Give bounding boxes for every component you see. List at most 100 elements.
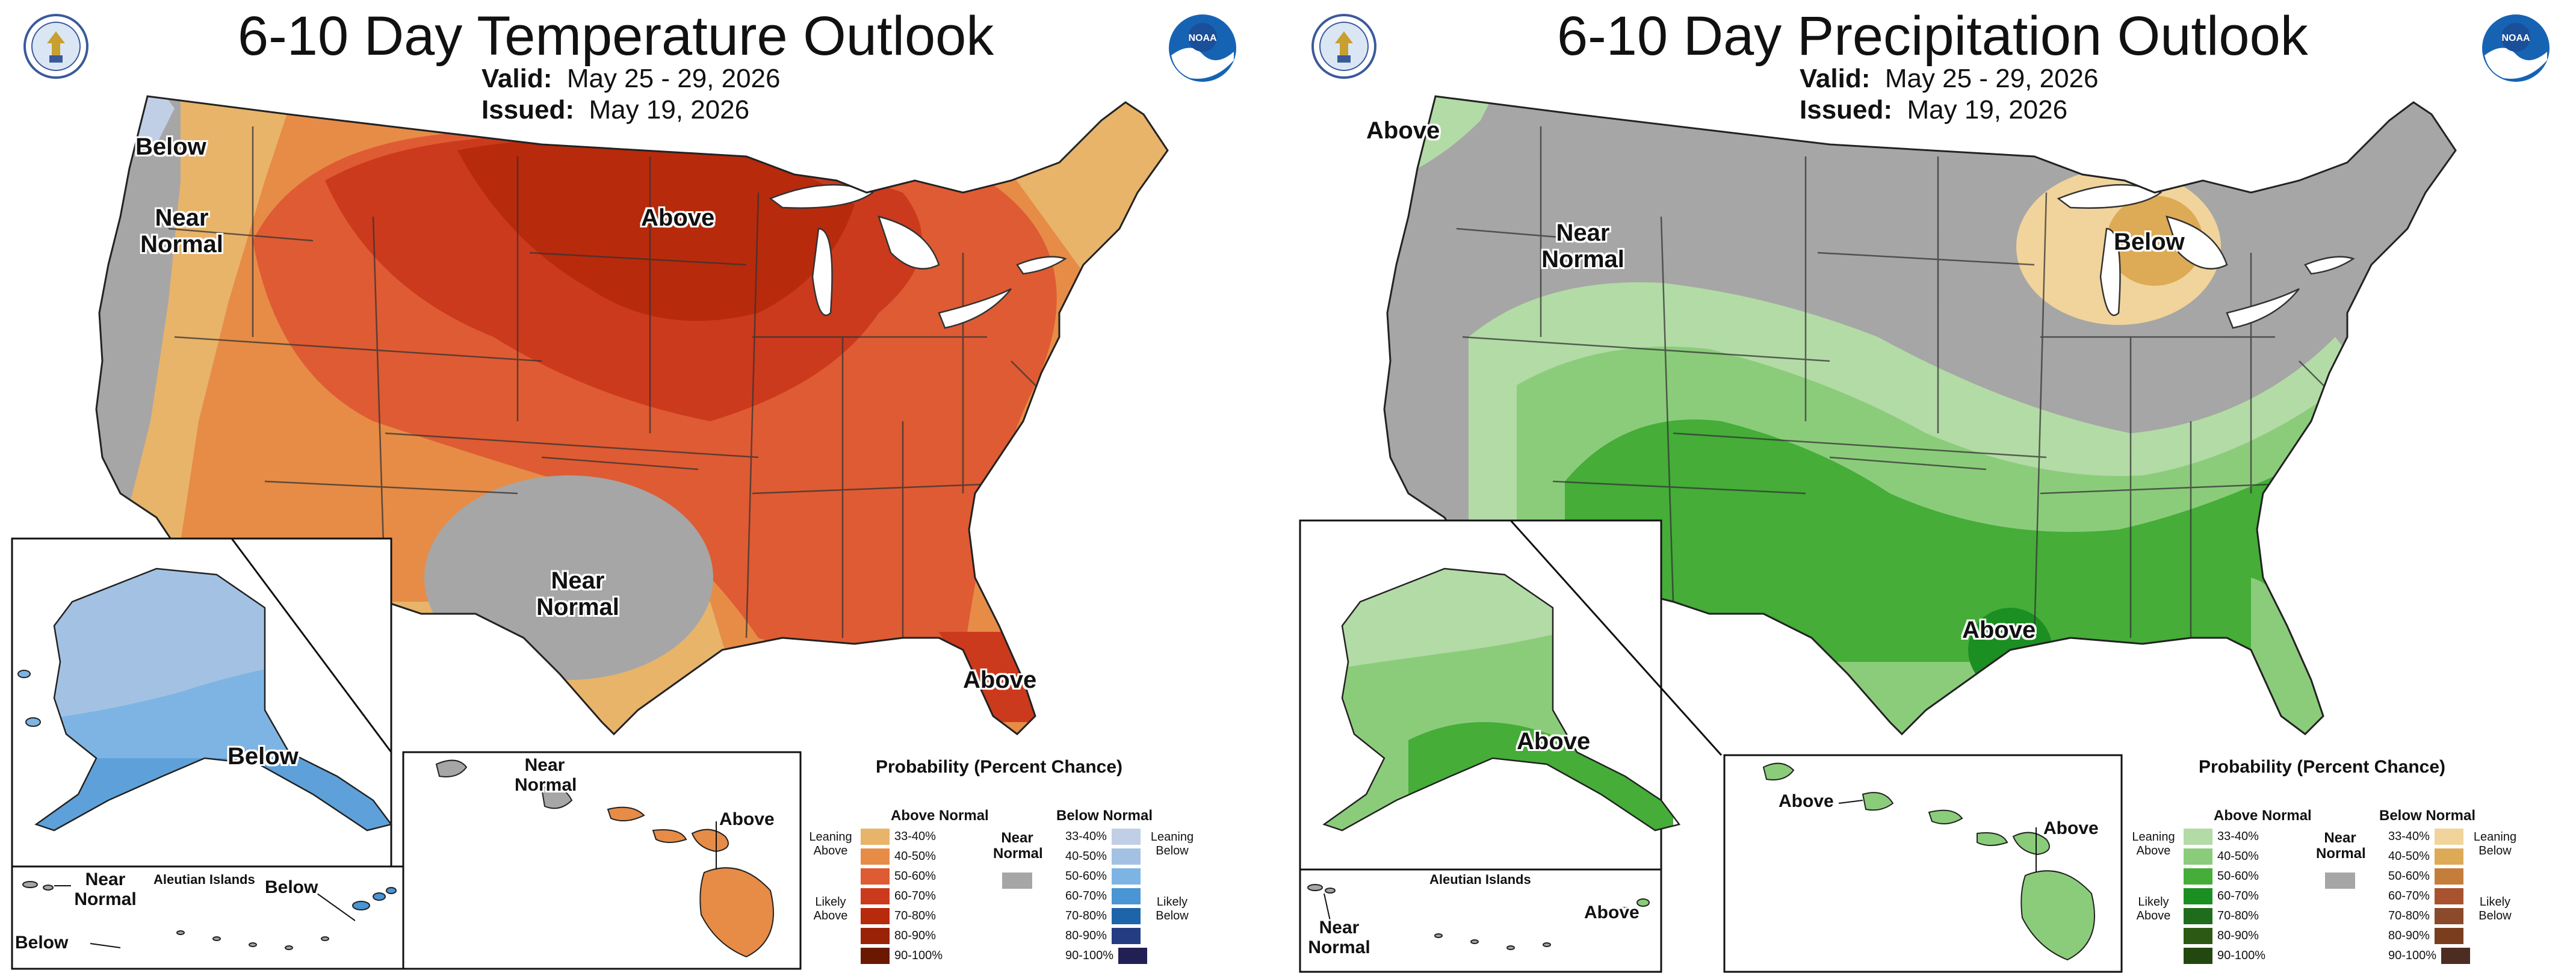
legend-below-bin-row: 60-70% <box>2388 887 2463 905</box>
legend-below-bin-swatch <box>1118 947 1148 964</box>
legend-above-bin-row: 90-100% <box>861 947 943 965</box>
legend-below-bin-label: 33-40% <box>2388 829 2430 843</box>
legend-below-bin-swatch <box>1111 888 1141 904</box>
legend-leaning-below: Leaning Below <box>2473 830 2517 857</box>
legend-below-bin-swatch <box>2434 848 2463 865</box>
legend-below-bin-swatch <box>1111 907 1141 924</box>
legend-above-bin-row: 33-40% <box>2184 827 2259 845</box>
label-hawaii-near-normal: Near Normal <box>515 755 577 795</box>
label-above-florida: Above <box>963 667 1037 693</box>
legend-below-bin-swatch <box>2434 828 2463 845</box>
legend-above-bin-label: 70-80% <box>2217 909 2259 922</box>
legend-above-bin-swatch <box>2184 947 2212 964</box>
legend-above-bin-swatch <box>2184 907 2212 924</box>
valid-line: Valid: May 25 - 29, 2026 <box>1800 64 2099 94</box>
legend-below-bin-label: 70-80% <box>1065 909 1107 922</box>
legend-below-bin-label: 90-100% <box>2388 948 2437 962</box>
label-hawaii-above: Above <box>719 809 775 829</box>
label-aleutian-near-normal: Near Normal <box>1308 918 1370 957</box>
conus-outline <box>1383 95 2457 736</box>
legend-above-bin-label: 80-90% <box>894 928 936 942</box>
issued-label: Issued: <box>481 95 575 125</box>
legend-above-bin-row: 40-50% <box>861 847 936 865</box>
legend-below-bin-row: 50-60% <box>1065 867 1141 885</box>
label-near-normal-west: Near Normal <box>1541 220 1624 273</box>
legend-above-bin-swatch <box>861 848 890 865</box>
label-aleutian-islands: Aleutian Islands <box>153 872 255 887</box>
noaa-logo-icon: NOAA <box>1166 12 1239 84</box>
legend-below-bin-label: 33-40% <box>1065 829 1107 843</box>
label-above-gulf: Above <box>1962 617 2036 643</box>
legend-above-bin-label: 60-70% <box>894 889 936 903</box>
legend-above-bin-label: 50-60% <box>894 869 936 883</box>
legend-below-bin-row: 50-60% <box>2388 867 2463 885</box>
legend-above-bin-row: 60-70% <box>2184 887 2259 905</box>
svg-text:NOAA: NOAA <box>1188 33 1217 43</box>
legend-above-bin-row: 70-80% <box>861 907 936 925</box>
legend-below-bin-swatch <box>1111 848 1141 865</box>
legend-above-bin-row: 90-100% <box>2184 947 2265 965</box>
legend-above-normal-heading: Above Normal <box>891 808 989 824</box>
legend-below-bin-label: 50-60% <box>2388 869 2430 883</box>
conus-temperature-bands <box>96 96 1168 734</box>
legend-below-bin-row: 80-90% <box>2388 927 2463 945</box>
legend-below-bin-row: 90-100% <box>1065 947 1148 965</box>
legend-below-normal-heading: Below Normal <box>1056 808 1153 824</box>
issued-label: Issued: <box>1800 95 1893 125</box>
valid-label: Valid: <box>481 64 553 93</box>
legend-near-normal-swatch <box>1002 873 1032 889</box>
legend-above-bin-swatch <box>861 888 890 904</box>
legend-above-bin-label: 33-40% <box>894 829 936 843</box>
legend-above-bin-label: 90-100% <box>894 948 943 962</box>
hawaii-inset <box>402 751 802 970</box>
legend-below-bin-label: 40-50% <box>2388 849 2430 863</box>
legend-below-bin-swatch <box>2434 868 2463 885</box>
issued-line: Issued: May 19, 2026 <box>481 95 749 125</box>
label-below-great-lakes: Below <box>2114 229 2185 255</box>
legend-above-bin-swatch <box>861 947 890 964</box>
legend-above-bin-row: 70-80% <box>2184 907 2259 925</box>
legend-below-bin-row: 80-90% <box>1065 927 1141 945</box>
legend-below-bin-swatch <box>2434 907 2463 924</box>
conus-outline <box>95 95 1169 736</box>
legend-above-bin-label: 33-40% <box>2217 829 2259 843</box>
legend-above-bin-label: 70-80% <box>894 909 936 922</box>
legend-above-bin-swatch <box>861 828 890 845</box>
label-aleutian-islands: Aleutian Islands <box>1429 872 1531 887</box>
label-alaska-below: Below <box>228 743 299 770</box>
precipitation-map-title: 6-10 Day Precipitation Outlook <box>1557 5 2308 67</box>
label-near-normal-west: Near Normal <box>140 205 223 258</box>
legend-below-bin-swatch <box>2441 947 2471 964</box>
hawaii-inset <box>1723 754 2123 973</box>
legend-below-bin-swatch <box>1111 828 1141 845</box>
legend-above-bin-swatch <box>861 907 890 924</box>
legend-above-bin-row: 40-50% <box>2184 847 2259 865</box>
legend-leaning-above: Leaning Above <box>2132 830 2175 857</box>
alaska-inset <box>11 537 393 868</box>
svg-text:NOAA: NOAA <box>2501 33 2530 43</box>
legend-below-bin-label: 90-100% <box>1065 948 1114 962</box>
label-aleutian-below-east: Below <box>265 877 318 897</box>
legend-above-bin-row: 60-70% <box>861 887 936 905</box>
legend-likely-above: Likely Above <box>2136 895 2171 922</box>
legend-near-normal-swatch <box>2325 873 2355 889</box>
legend-below-bin-row: 40-50% <box>2388 847 2463 865</box>
legend-title: Probability (Percent Chance) <box>875 757 1123 777</box>
legend-below-bin-label: 70-80% <box>2388 909 2430 922</box>
doc-seal-icon <box>23 13 89 79</box>
legend-above-bin-swatch <box>2184 828 2212 845</box>
legend-likely-below: Likely Below <box>1156 895 1189 922</box>
legend-above-bin-row: 80-90% <box>2184 927 2259 945</box>
legend-below-bin-row: 70-80% <box>2388 907 2463 925</box>
legend-above-normal-heading: Above Normal <box>2214 808 2312 824</box>
legend-above-bin-swatch <box>2184 927 2212 944</box>
issued-line: Issued: May 19, 2026 <box>1800 95 2067 125</box>
legend-above-bin-swatch <box>2184 868 2212 885</box>
legend-above-bin-row: 50-60% <box>2184 867 2259 885</box>
legend-below-bin-swatch <box>2434 927 2463 944</box>
label-aleutian-below-west: Below <box>15 933 69 953</box>
legend-below-bin-label: 50-60% <box>1065 869 1107 883</box>
legend-above-bin-label: 40-50% <box>894 849 936 863</box>
legend-above-bin-row: 80-90% <box>861 927 936 945</box>
legend-below-bin-swatch <box>2434 888 2463 904</box>
